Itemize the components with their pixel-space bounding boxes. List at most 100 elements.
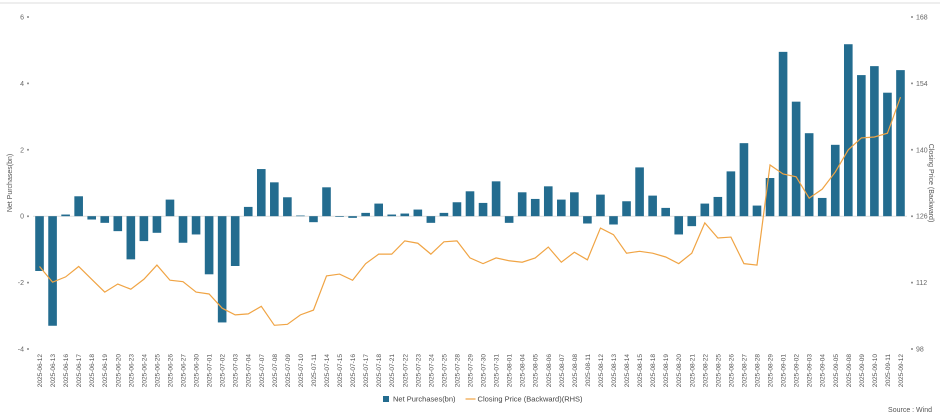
y-tick-dot: [27, 281, 29, 284]
x-tick-label: 2025-08-01: [507, 354, 514, 388]
bar: [387, 214, 397, 217]
y2-tick-label: 154: [916, 81, 928, 88]
bar: [726, 171, 736, 217]
y2-tick-label: 140: [916, 147, 928, 154]
y-tick-label: 6: [20, 15, 24, 22]
bar: [504, 216, 514, 223]
x-tick-label: 2025-07-23: [415, 354, 422, 388]
bar: [452, 202, 462, 217]
bar: [557, 199, 566, 217]
bar: [87, 216, 97, 220]
bar: [270, 182, 279, 217]
bar: [243, 206, 253, 217]
bar: [165, 199, 175, 217]
bar: [530, 198, 540, 217]
x-tick-label: 2025-07-14: [324, 354, 331, 388]
x-tick-label: 2025-08-18: [650, 354, 657, 388]
y-tick-dot: [27, 348, 29, 350]
x-tick-label: 2025-07-03: [233, 354, 240, 388]
bar: [870, 66, 879, 217]
bar: [713, 196, 723, 217]
y2-tick-dot: [911, 281, 913, 284]
x-tick-label: 2025-07-17: [363, 354, 370, 388]
bar: [752, 205, 762, 217]
x-tick-label: 2025-09-03: [807, 354, 814, 388]
bar: [309, 216, 318, 223]
x-tick-label: 2025-08-06: [546, 354, 553, 388]
x-tick-label: 2025-07-01: [207, 354, 214, 388]
y2-tick-label: 168: [916, 15, 928, 22]
x-tick-label: 2025-07-11: [311, 354, 318, 387]
bar: [113, 216, 123, 232]
x-tick-label: 2025-06-17: [76, 354, 83, 388]
bar: [48, 216, 57, 326]
bar: [191, 216, 201, 235]
y-tick-label: -4: [18, 347, 24, 354]
x-tick-label: 2025-08-04: [520, 354, 527, 388]
y2-tick-dot: [911, 16, 913, 18]
bar: [100, 216, 110, 223]
x-tick-label: 2025-07-15: [337, 354, 344, 388]
y-tick-dot: [27, 16, 29, 18]
bar: [857, 75, 866, 217]
bar: [204, 216, 214, 275]
x-tick-label: 2025-06-16: [63, 354, 70, 388]
x-tick-label: 2025-08-28: [754, 354, 761, 388]
x-tick-label: 2025-08-25: [715, 354, 722, 388]
x-tick-label: 2025-07-30: [481, 354, 488, 388]
x-tick-label: 2025-08-12: [598, 354, 605, 388]
x-tick-label: 2025-08-22: [702, 354, 709, 388]
x-tick-label: 2025-06-25: [154, 354, 161, 388]
bar: [491, 181, 501, 217]
bar: [256, 169, 266, 217]
x-tick-label: 2025-07-04: [246, 354, 253, 388]
legend-swatch: [383, 396, 389, 402]
bar: [413, 209, 423, 217]
bar: [361, 212, 370, 217]
bar: [400, 213, 410, 217]
x-tick-label: 2025-07-10: [298, 354, 305, 388]
x-tick-label: 2025-07-21: [389, 354, 396, 388]
x-tick-label: 2025-07-22: [402, 354, 409, 388]
x-tick-label: 2025-08-07: [559, 354, 566, 388]
bar: [843, 44, 853, 217]
y2-axis-title: Closing Price (Backward): [927, 144, 934, 223]
bar: [700, 203, 710, 217]
x-tick-label: 2025-07-25: [441, 354, 448, 388]
bar: [674, 216, 684, 235]
bar: [74, 196, 83, 217]
bar: [739, 143, 749, 217]
x-tick-label: 2025-07-07: [259, 354, 266, 388]
x-tick-label: 2025-09-01: [781, 354, 788, 388]
legend-label: Closing Price (Backward)(RHS): [478, 395, 584, 404]
y-tick-dot: [27, 82, 29, 85]
line: [39, 96, 902, 326]
x-tick-label: 2025-08-29: [768, 354, 775, 388]
x-tick-label: 2025-07-08: [272, 354, 279, 388]
x-tick-label: 2025-09-02: [794, 354, 801, 388]
x-tick-label: 2025-09-04: [820, 354, 827, 388]
bar: [817, 197, 827, 217]
x-tick-label: 2025-07-29: [468, 354, 475, 388]
bar: [139, 216, 149, 242]
x-tick-label: 2025-07-24: [428, 354, 435, 388]
bar: [543, 186, 553, 217]
bar: [830, 144, 840, 217]
bar: [335, 216, 344, 217]
x-tick-label: 2025-07-09: [285, 354, 292, 388]
bar: [283, 197, 292, 217]
bar: [570, 192, 579, 217]
bar: [804, 133, 814, 217]
bar: [178, 216, 188, 243]
y2-tick-dot: [911, 215, 913, 218]
x-tick-label: 2025-08-14: [624, 354, 631, 388]
y-tick-label: 0: [20, 214, 24, 221]
y-axis-title: Net Purchases(bn): [7, 154, 14, 212]
y-tick-dot: [27, 215, 29, 218]
x-tick-label: 2025-09-09: [859, 354, 866, 388]
x-tick-label: 2025-08-26: [728, 354, 735, 388]
bar: [517, 192, 527, 217]
bar: [635, 167, 644, 217]
y-tick-label: 2: [20, 147, 24, 154]
bar: [126, 216, 136, 260]
